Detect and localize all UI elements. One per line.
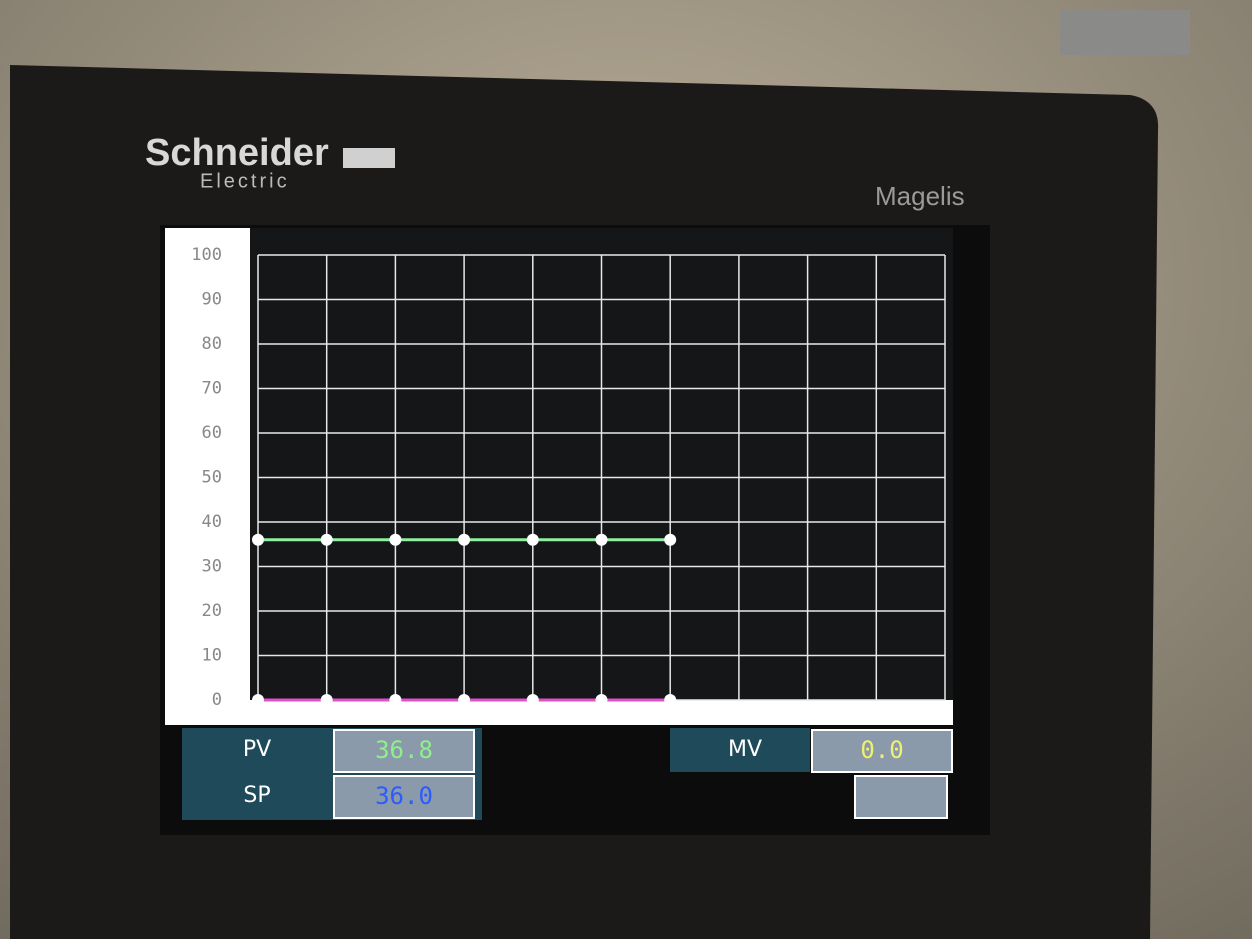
trend-point — [664, 534, 676, 546]
page: Schneider Electric Magelis 0 10 20 30 40 50 60… — [0, 0, 1252, 939]
y-tick-label: 70 — [202, 379, 222, 399]
brand-sub: Electric — [200, 170, 290, 192]
empty-box — [855, 776, 947, 818]
y-tick-label: 100 — [191, 245, 222, 265]
trend-point — [389, 534, 401, 546]
y-tick-label: 50 — [202, 468, 222, 488]
trend-point — [596, 534, 608, 546]
trend-point — [252, 694, 264, 706]
trend-point — [527, 534, 539, 546]
y-tick-label: 40 — [202, 512, 222, 532]
readout-value: 0.0 — [860, 736, 903, 764]
model-name: Magelis — [875, 181, 965, 211]
trend-point — [458, 694, 470, 706]
trend-point — [321, 534, 333, 546]
y-tick-label: 0 — [212, 690, 222, 710]
readout-value: 36.0 — [375, 782, 433, 810]
readout-label: MV — [728, 737, 762, 762]
trend-point — [527, 694, 539, 706]
y-tick-label: 30 — [202, 557, 222, 577]
y-tick-label: 60 — [202, 423, 222, 443]
label-plate — [1060, 10, 1190, 55]
readout-value: 36.8 — [375, 736, 433, 764]
y-tick-label: 90 — [202, 290, 222, 310]
trend-point — [252, 534, 264, 546]
y-tick-label: 80 — [202, 334, 222, 354]
hmi-photo: Schneider Electric Magelis 0 10 20 30 40 50 60… — [0, 0, 1252, 939]
trend-point — [321, 694, 333, 706]
y-tick-label: 10 — [202, 646, 222, 666]
readout-label: PV — [243, 737, 271, 762]
trend-point — [664, 694, 676, 706]
trend-point — [596, 694, 608, 706]
brand-block — [343, 148, 395, 168]
brand-name: Schneider — [145, 132, 329, 174]
trend-point — [389, 694, 401, 706]
trend-point — [458, 534, 470, 546]
readout-label: SP — [243, 783, 270, 808]
y-tick-label: 20 — [202, 601, 222, 621]
